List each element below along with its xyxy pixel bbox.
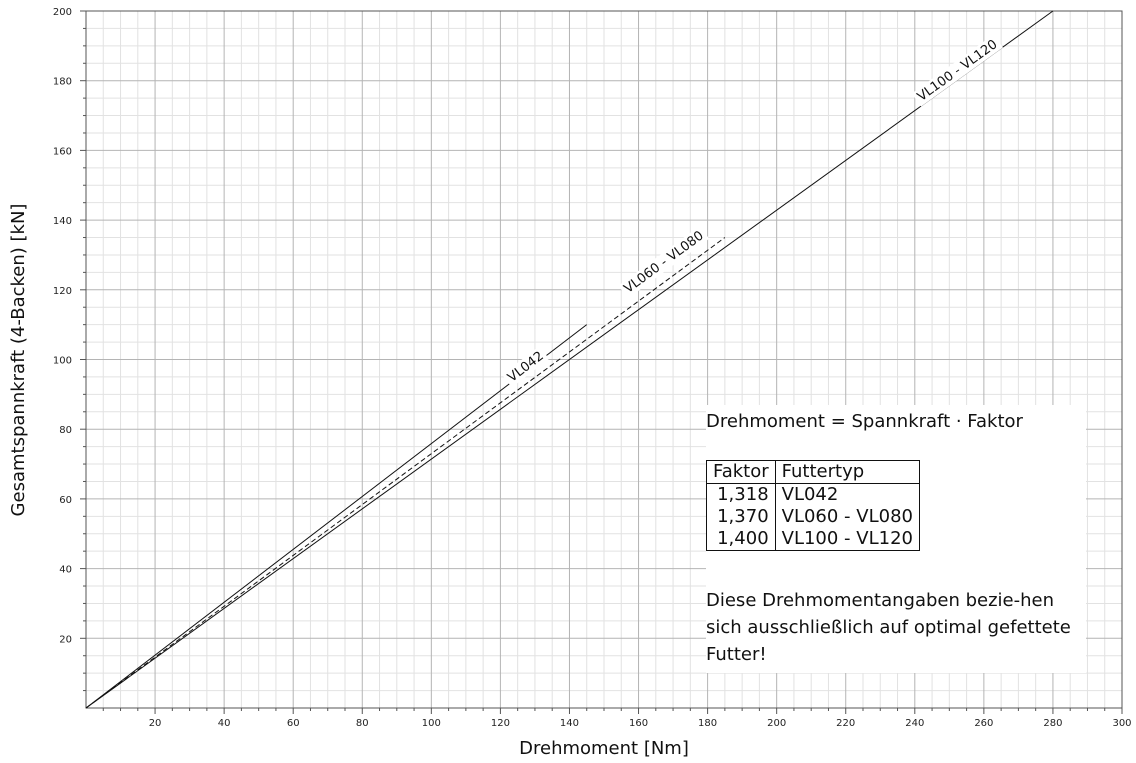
x-axis-title: Drehmoment [Nm] [519,738,689,759]
x-tick-label: 60 [287,718,300,729]
factor-value: 1,370 [706,506,776,528]
x-tick-label: 120 [491,718,510,729]
series-line-1 [85,324,588,709]
x-tick-label: 80 [356,718,369,729]
series-label-background [502,346,550,388]
factor-value: 1,400 [706,528,776,551]
factor-header: Faktor [706,460,776,484]
chuck-type-value: VL060 - VL080 [781,506,913,527]
x-tick-label: 200 [767,718,786,729]
y-tick-label: 60 [59,495,72,506]
y-tick-label: 100 [53,356,72,367]
y-axis-title: Gesamtspannkraft (4-Backen) [kN] [8,204,29,517]
x-tick-label: 180 [698,718,717,729]
series-line-2 [85,237,726,709]
y-tick-label: 40 [59,565,72,576]
factor-value: 1,318 [706,483,776,506]
factor-table: Faktor Futtertyp 1,318 VL042 1,370 VL060… [706,460,920,551]
formula-text: Drehmoment = Spannkraft · Faktor [706,411,1023,432]
x-tick-label: 20 [149,718,162,729]
x-tick-label: 280 [1043,718,1062,729]
series-lines [85,10,1054,709]
series-label: VL100 - VL120 [915,37,1001,105]
table-row: 1,400 VL100 - VL120 [706,528,920,551]
series-line-3 [85,10,1054,709]
series-label: VL060 - VL080 [621,228,706,296]
table-row: 1,318 VL042 [706,483,920,506]
y-tick-label: 200 [53,7,72,18]
chuck-type-header: Futtertyp [775,460,920,484]
factor-table-header-row: Faktor Futtertyp [706,460,920,484]
x-tick-label: 40 [218,718,231,729]
series-label-background [911,34,1003,107]
chuck-type-value: VL100 - VL120 [781,528,913,549]
series-label-background [618,225,710,299]
chuck-type-value: VL042 [781,484,839,505]
axis-ticks: 20 40 60 80 100 120 140 160 180 200 220 240 260 280 30… [53,7,1132,729]
y-tick-label: 120 [53,286,72,297]
x-tick-label: 140 [560,718,579,729]
y-tick-label: 20 [59,634,72,645]
x-tick-label: 160 [629,718,648,729]
table-row: 1,370 VL060 - VL080 [706,506,920,528]
y-tick-label: 80 [59,425,72,436]
note-text: Diese Drehmomentangaben bezie-hen sich a… [706,590,1071,665]
x-tick-label: 100 [422,718,441,729]
y-tick-label: 140 [53,216,72,227]
x-tick-label: 220 [836,718,855,729]
x-tick-label: 260 [974,718,993,729]
x-tick-label: 240 [905,718,924,729]
y-tick-label: 180 [53,77,72,88]
x-tick-label: 300 [1112,718,1131,729]
y-tick-label: 160 [53,146,72,157]
info-box: Drehmoment = Spannkraft · Faktor Faktor … [706,405,1086,673]
